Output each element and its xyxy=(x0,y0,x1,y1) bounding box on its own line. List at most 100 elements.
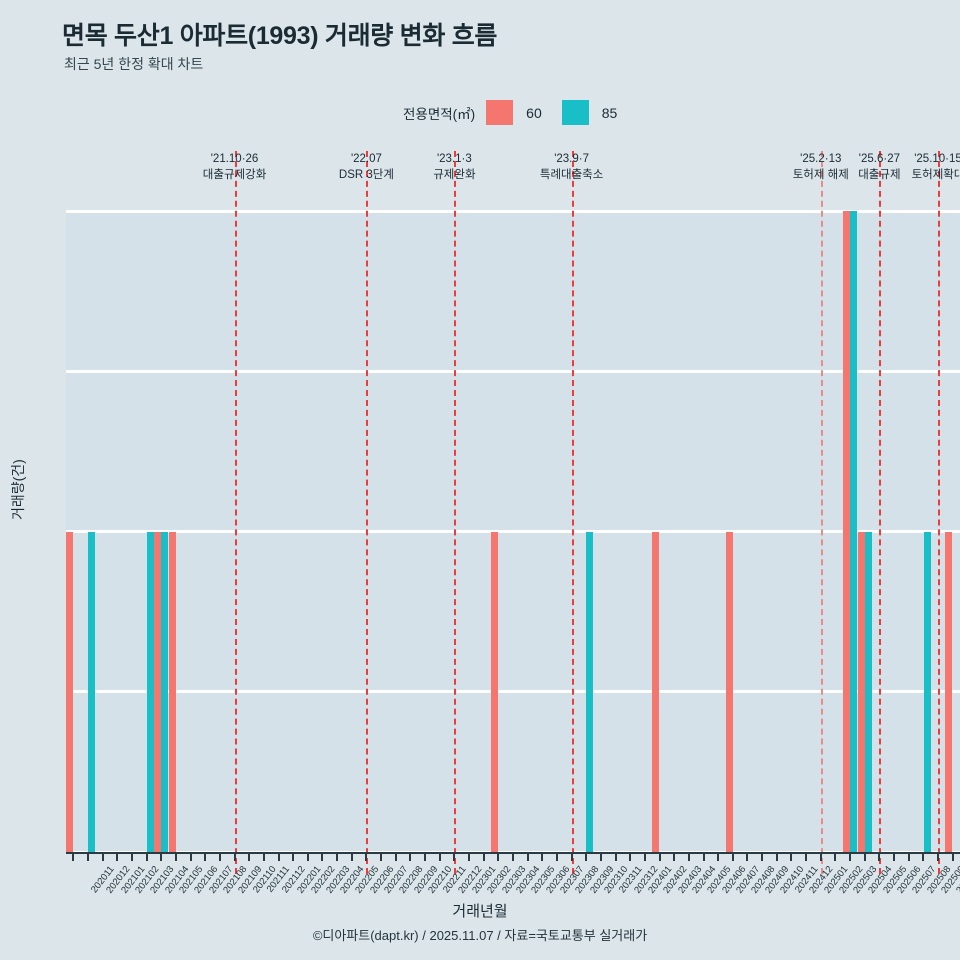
annotation-date: '25.10·15 xyxy=(914,153,960,165)
x-axis-title: 거래년월 xyxy=(452,903,508,920)
bar xyxy=(88,531,96,852)
gridline xyxy=(66,530,960,533)
x-tick-mark xyxy=(687,852,690,861)
x-tick-mark xyxy=(277,852,280,861)
x-tick-mark xyxy=(101,852,104,861)
x-tick-mark xyxy=(585,852,588,861)
x-tick-mark xyxy=(629,852,632,861)
annotation-text: 토허제확대 xyxy=(911,168,960,181)
x-tick-mark xyxy=(160,852,163,861)
annotation-date: '25.2·13 xyxy=(800,153,842,165)
x-tick-mark xyxy=(907,852,910,861)
x-tick-mark xyxy=(893,852,896,861)
legend-title: 전용면적(㎡) xyxy=(403,106,476,122)
annotation-text: 규제완화 xyxy=(433,168,476,181)
bar xyxy=(491,531,499,852)
annotation-date: '21.10·26 xyxy=(210,153,259,165)
gridline xyxy=(66,369,960,373)
annotation-note: '23.9·7 특례대출축소 xyxy=(540,152,603,183)
bar xyxy=(842,211,850,852)
x-tick-mark xyxy=(321,852,324,861)
x-tick-mark xyxy=(526,852,529,861)
x-tick-mark xyxy=(453,852,456,861)
x-tick-mark xyxy=(922,852,925,861)
bar xyxy=(857,531,865,852)
x-tick-mark xyxy=(336,852,339,861)
y-axis-title: 거래량(건) xyxy=(10,459,26,520)
page-subtitle: 최근 5년 한정 확대 차트 xyxy=(64,56,204,72)
annotation-line xyxy=(820,151,823,874)
x-axis: 202011 202012 202101 202102 202103 202104 2021… xyxy=(66,852,960,952)
x-tick-mark xyxy=(292,852,295,861)
x-tick-mark xyxy=(863,852,866,861)
x-tick-mark xyxy=(116,852,119,861)
annotation-text: 특례대출축소 xyxy=(539,168,604,181)
x-tick-mark xyxy=(438,852,441,861)
annotation-date: '22.07 xyxy=(350,153,382,165)
x-tick-mark xyxy=(599,852,602,861)
annotation-note: '23.1·3 규제완화 xyxy=(433,152,475,183)
annotation-note: '25.2·13 토허제 해제 xyxy=(793,152,849,183)
annotation-note: '21.10·26 대출규제강화 xyxy=(203,152,266,183)
x-tick-mark xyxy=(409,852,412,861)
x-tick-mark xyxy=(130,852,133,861)
x-tick-mark xyxy=(86,852,89,861)
annotation-note: '22.07 DSR 3단계 xyxy=(339,152,394,183)
annotation-date: '23.9·7 xyxy=(554,153,590,165)
bar xyxy=(168,531,176,852)
bar xyxy=(850,211,858,852)
x-tick-mark xyxy=(512,852,514,861)
annotation-date: '23.1·3 xyxy=(436,153,472,165)
x-tick-mark xyxy=(204,852,207,861)
x-tick-mark xyxy=(306,852,309,861)
x-tick-mark xyxy=(761,852,764,861)
x-tick-mark xyxy=(482,852,485,861)
x-tick-mark xyxy=(394,852,397,861)
bar xyxy=(161,531,169,852)
legend-label-85: 85 xyxy=(601,104,618,121)
gridline xyxy=(66,690,960,694)
annotation-date: '25.6·27 xyxy=(858,153,900,165)
x-tick-mark xyxy=(878,852,881,861)
x-tick-mark xyxy=(424,852,427,861)
x-tick-mark xyxy=(262,852,265,861)
bar xyxy=(146,531,154,852)
x-tick-mark xyxy=(790,852,793,861)
annotation-text: 대출규제강화 xyxy=(202,168,267,181)
annotation-text: 토허제 해제 xyxy=(792,168,849,181)
bar xyxy=(923,531,931,852)
bar xyxy=(154,531,162,852)
bar xyxy=(725,531,733,852)
annotation-line xyxy=(879,151,882,874)
gridline xyxy=(66,209,960,213)
annotation-text: 대출규제 xyxy=(858,168,901,181)
legend: 전용면적(㎡) 60 85 xyxy=(403,100,637,125)
annotation-note: '25.6·27 대출규제 xyxy=(858,152,900,183)
x-tick-mark xyxy=(248,852,251,861)
bar xyxy=(652,531,660,852)
x-tick-mark xyxy=(849,852,852,861)
bar xyxy=(66,531,74,852)
bar xyxy=(586,531,594,852)
annotation-line xyxy=(571,151,574,874)
x-tick-mark xyxy=(174,852,177,861)
x-tick-mark xyxy=(380,852,383,861)
annotation-line xyxy=(938,151,941,874)
footer-credit: ©디아파트(dapt.kr) / 2025.11.07 / 자료=국토교통부 실… xyxy=(312,928,648,943)
bar xyxy=(864,531,872,852)
x-tick-mark xyxy=(746,852,749,861)
x-tick-mark xyxy=(937,852,940,861)
annotation-text: DSR 3단계 xyxy=(338,168,394,181)
legend-label-60: 60 xyxy=(526,104,542,121)
x-tick-mark xyxy=(702,852,705,861)
x-tick-mark xyxy=(365,852,368,861)
x-tick-mark xyxy=(233,852,236,861)
x-tick-mark xyxy=(658,852,661,861)
legend-swatch-60 xyxy=(486,100,514,125)
x-tick-mark xyxy=(775,852,778,861)
annotation-line xyxy=(454,151,457,874)
x-tick-mark xyxy=(145,852,148,861)
x-tick-mark xyxy=(350,852,353,861)
x-tick-mark xyxy=(717,852,720,861)
